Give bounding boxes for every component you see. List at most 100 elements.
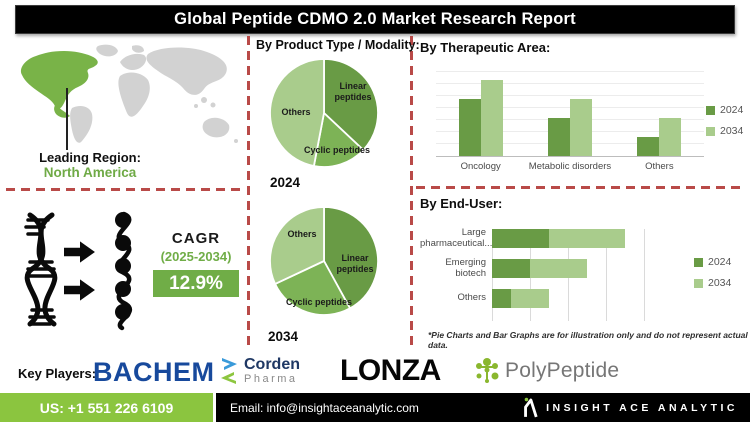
report-title-banner: Global Peptide CDMO 2.0 Market Research … (15, 5, 735, 34)
bar-group (525, 68, 614, 156)
pie-slice (269, 206, 325, 285)
pie-slice (312, 112, 365, 168)
legend-swatch (694, 257, 703, 267)
bar-2034 (659, 117, 682, 156)
leading-region-pointer-line (66, 88, 68, 150)
category-label: Emerging biotech (445, 256, 486, 279)
pie-slice-label: Linear peptides (334, 81, 372, 102)
arrow-right-icon (64, 241, 95, 263)
corden-pharma-icon (221, 358, 237, 384)
section-title-therapeutic-area: By Therapeutic Area: (420, 40, 551, 55)
divider-right-horizontal (416, 186, 743, 189)
gridline (606, 229, 607, 321)
corden-pharma-logo: Corden Pharma (218, 357, 300, 386)
legend-swatch (706, 105, 715, 115)
legend-item: 2024 (694, 256, 731, 268)
legend-label: 2034 (708, 277, 732, 289)
bar-2034 (569, 98, 592, 156)
polypeptide-logo-text: PolyPeptide (505, 359, 620, 382)
bar-group (615, 68, 704, 156)
bar-row: Large pharmaceutical... (420, 227, 688, 248)
lonza-logo: LONZA (340, 354, 441, 387)
therapeutic-legend: 2024 2034 (706, 104, 743, 137)
legend-item: 2034 (694, 277, 731, 289)
bar-track (492, 259, 587, 278)
bar-segment-2034 (530, 259, 587, 278)
map-greenland (96, 44, 118, 57)
footer-email: Email: info@insightaceanalytic.com (230, 400, 419, 415)
chart-disclaimer-footnote: *Pie Charts and Bar Graphs are for illus… (428, 330, 748, 350)
legend-item: 2024 (706, 104, 743, 116)
cagr-period: (2025-2034) (160, 249, 232, 264)
polypeptide-logo: PolyPeptide (474, 357, 619, 385)
insight-ace-pin-icon (524, 397, 538, 417)
map-africa (118, 72, 150, 117)
report-title: Global Peptide CDMO 2.0 Market Research … (174, 10, 576, 28)
gridline (644, 229, 645, 321)
map-asia (146, 47, 227, 95)
bar-segment-2024 (492, 229, 549, 248)
category-label: Others (457, 292, 486, 304)
pie-slice-label: Others (287, 229, 317, 239)
arrow-right-icon (64, 279, 95, 301)
bar-segment-2034 (549, 229, 625, 248)
footer-brand: INSIGHT ACE ANALYTIC (522, 396, 738, 420)
cagr-value-badge: 12.9% (153, 270, 239, 297)
pie-2024-year-label: 2024 (270, 175, 301, 190)
pie-slice-label: Linear peptides (336, 253, 374, 274)
bar-2024 (547, 117, 570, 156)
category-label: Oncology (460, 161, 501, 172)
leading-region-label: Leading Region: (39, 150, 141, 165)
footer-phone: US: +1 551 226 6109 (39, 399, 174, 416)
category-label: Others (645, 161, 674, 172)
bar-2034 (480, 79, 503, 156)
cagr-value: 12.9% (169, 272, 223, 294)
pie-slice-label: Cyclic peptides (304, 145, 371, 155)
bar-segment-2024 (492, 259, 530, 278)
legend-swatch (694, 278, 703, 288)
pie-chart-2024: Linear peptides Cyclic peptides Others (268, 57, 380, 169)
legend-label: 2034 (720, 125, 744, 137)
pie-2034-year-label: 2034 (268, 329, 299, 344)
pie-slice (323, 58, 379, 151)
gridline (436, 95, 704, 96)
bachem-logo: BACHEM (93, 357, 215, 387)
cagr-label: CAGR (171, 230, 221, 247)
divider-vertical-1 (247, 36, 250, 345)
pie-slice-label: Cyclic peptides (286, 297, 353, 307)
vbar-plot-area (436, 68, 704, 157)
footer-brand-text: INSIGHT ACE ANALYTIC (546, 401, 738, 414)
world-map (20, 44, 238, 143)
therapeutic-area-bar-chart: Oncology Metabolic disorders Others (436, 68, 704, 174)
map-australia (202, 117, 230, 138)
legend-swatch (706, 126, 715, 136)
pie-slice-label: Others (281, 107, 311, 117)
bar-row: Emerging biotech (420, 256, 688, 279)
map-north-america (20, 51, 98, 109)
bar-segment-2034 (511, 289, 549, 308)
pie-chart-2034: Linear peptides Cyclic peptides Others (268, 205, 380, 317)
bar-row: Others (420, 289, 688, 308)
legend-item: 2034 (706, 125, 743, 137)
divider-left-horizontal (6, 188, 243, 191)
peptide-chain-icon (115, 211, 133, 331)
map-europe (120, 53, 147, 70)
gridline (436, 83, 704, 84)
corden-logo-text: Corden (244, 356, 300, 373)
category-label: Metabolic disorders (528, 161, 612, 172)
section-title-end-user: By End-User: (420, 196, 503, 211)
leading-region-value: North America (43, 165, 137, 180)
bar-track (492, 289, 549, 308)
pie2024-svg (269, 58, 379, 168)
pie2034-svg (269, 206, 379, 316)
bar-2024 (637, 136, 660, 156)
bar-group (436, 68, 525, 156)
pie-slice (274, 260, 351, 316)
footer-phone-box: US: +1 551 226 6109 (0, 393, 213, 422)
cagr-block: CAGR (2025-2034) 12.9% (148, 230, 244, 297)
end-user-stacked-bar-chart: Large pharmaceutical... Emerging biotech O… (420, 227, 688, 321)
key-players-label: Key Players: (18, 366, 97, 381)
bar-2024 (458, 98, 481, 156)
map-south-america (70, 106, 93, 143)
footer-bar: Email: info@insightaceanalytic.com INSIG… (216, 393, 750, 422)
